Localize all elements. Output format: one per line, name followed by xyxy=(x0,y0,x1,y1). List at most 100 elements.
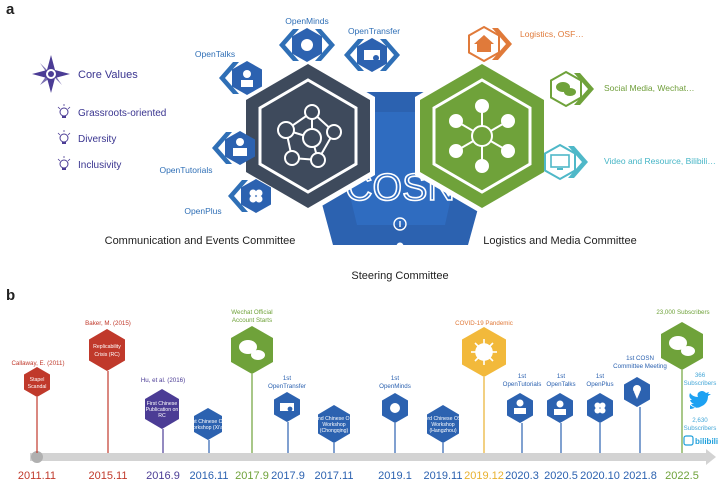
event-text: Workshop xyxy=(322,422,345,428)
event-text: Crisis (RC) xyxy=(94,352,120,358)
clover-icon xyxy=(249,189,263,203)
event-text: (Hangzhou) xyxy=(429,428,456,434)
committee-meeting-label: Committee Meeting xyxy=(613,363,667,370)
openplus-event-label: 1st xyxy=(596,373,605,380)
event-text: First Chinese xyxy=(147,401,178,407)
people-icon xyxy=(385,242,415,258)
compass-icon xyxy=(32,55,70,93)
timeline-date: 2020.3 xyxy=(505,470,539,482)
openplus-hex xyxy=(228,179,271,213)
timeline-date: 2022.5 xyxy=(665,470,699,482)
openplus-event-label: OpenPlus xyxy=(586,381,613,388)
opentransfer-hex xyxy=(344,38,400,72)
baker-label: Baker, M. (2015) xyxy=(85,320,131,327)
event-text: 3rd Chinese OS xyxy=(425,416,462,422)
core-value-item: Inclusivity xyxy=(78,160,121,171)
core-values-title: Core Values xyxy=(78,69,138,81)
wechat-icon xyxy=(239,340,265,360)
logistics-hexagon xyxy=(415,58,549,214)
opentransfer-label: OpenTransfer xyxy=(348,26,400,36)
opentransfer-event-label: OpenTransfer xyxy=(268,383,306,390)
tutor-icon xyxy=(233,138,247,156)
opentalks-hex xyxy=(219,61,262,95)
social-media-label: Social Media, Wechat… xyxy=(604,83,695,93)
lightbulb-icon xyxy=(57,130,71,144)
steering-committee-label: Steering Committee xyxy=(351,270,448,282)
logistics-committee-label: Logistics and Media Committee xyxy=(483,235,636,247)
bilibili-subscribers-label: Subscribers xyxy=(684,425,717,432)
core-values: Core Values Grassroots-oriented Diversit… xyxy=(32,55,166,171)
brain-icon xyxy=(301,39,313,51)
core-value-item: Grassroots-oriented xyxy=(78,108,166,119)
wechat-subscribers-label: 23,000 Subscribers xyxy=(656,309,709,316)
opentutorials-event-label: 1st xyxy=(518,373,527,380)
event-text: 2nd Chinese OS xyxy=(315,416,354,422)
lightbulb-icon xyxy=(393,217,407,231)
bilibili-count: 2,630 xyxy=(692,417,708,424)
opentalks-event-label: 1st xyxy=(557,373,566,380)
timeline-date: 2017.11 xyxy=(315,470,354,482)
event-text: Scandal xyxy=(28,384,47,390)
openplus-label: OpenPlus xyxy=(184,206,221,216)
timeline-date: 2011.11 xyxy=(18,470,56,482)
opentransfer-badge xyxy=(274,392,300,422)
wechat-account-label: Wechat Official xyxy=(231,309,272,316)
opentransfer-event-label: 1st xyxy=(283,375,292,382)
wechat-account-badge xyxy=(231,326,273,374)
speaker-icon xyxy=(241,70,253,87)
event-text: Workshop xyxy=(431,422,454,428)
openminds-event-label: OpenMinds xyxy=(379,383,411,390)
workshop-chongqing-badge: 2nd Chinese OS Workshop (Chongqing) xyxy=(315,405,354,443)
event-text: (Chongqing) xyxy=(320,428,349,434)
lightbulb-icon xyxy=(57,104,71,118)
opentalks-badge xyxy=(547,393,573,423)
timeline-date: 2021.8 xyxy=(623,470,657,482)
bilibili-logo-text: bilibili xyxy=(695,437,718,446)
event-text: Workshop (Xi'an) xyxy=(188,425,228,431)
stapel-scandal-badge: Stapel Scandal xyxy=(24,367,50,397)
panel-a-label: a xyxy=(6,1,15,18)
clover-icon xyxy=(594,402,606,414)
bilibili-logo: bilibili xyxy=(683,435,718,446)
lightbulb-icon xyxy=(57,156,71,170)
wechat-subscribers-badge xyxy=(661,322,703,370)
panel-b-label: b xyxy=(6,287,15,304)
network-icon xyxy=(277,104,342,168)
event-text: Stapel xyxy=(30,377,45,383)
certificate-icon xyxy=(280,403,294,412)
openminds-event-label: 1st xyxy=(391,375,400,382)
timeline-date: 2020.5 xyxy=(544,470,578,482)
timeline-date: 2016.9 xyxy=(146,470,180,482)
communication-hexagon xyxy=(241,58,375,214)
timeline-axis xyxy=(30,449,716,465)
replicability-crisis-badge: Replicability Crisis (RC) xyxy=(89,329,125,371)
opentutorials-label: OpenTutorials xyxy=(159,165,212,175)
timeline-date: 2019.1 xyxy=(378,470,412,482)
hub-icon xyxy=(449,99,515,173)
event-text: Replicability xyxy=(93,344,121,350)
wechat-icon xyxy=(669,336,695,356)
committee-meeting-badge xyxy=(624,377,650,407)
tutor-icon xyxy=(514,399,526,414)
speaker-icon xyxy=(554,400,566,415)
covid-badge xyxy=(462,327,506,377)
home-icon xyxy=(474,35,494,52)
openminds-hex xyxy=(279,28,335,62)
opentalks-label: OpenTalks xyxy=(195,49,235,59)
timeline-date: 2020.10 xyxy=(580,470,620,482)
timeline-date: 2015.11 xyxy=(89,470,128,482)
wechat-account-label: Account Starts xyxy=(232,317,272,324)
core-value-item: Diversity xyxy=(78,134,116,145)
stapel-label: Callaway, E. (2011) xyxy=(11,360,64,367)
logistics-osf-hex xyxy=(468,25,512,63)
workshop-xian-badge: 1st Chinese OS Workshop (Xi'an) xyxy=(188,408,228,440)
virus-icon xyxy=(471,339,497,365)
monitor-icon xyxy=(550,154,570,170)
opentutorials-hex xyxy=(212,131,255,165)
twitter-icon xyxy=(689,391,711,409)
twitter-subscribers-label: Subscribers xyxy=(684,380,717,387)
video-resource-label: Video and Resource, Bilibili… xyxy=(604,156,716,166)
timeline-date: 2017.9 xyxy=(235,470,269,482)
timeline-dates: 2011.11 2015.11 2016.9 2016.11 2017.9 2017.9 2… xyxy=(18,470,699,482)
